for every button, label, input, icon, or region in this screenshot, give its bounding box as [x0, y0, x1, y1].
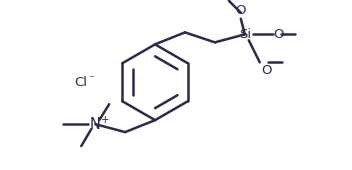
Text: +: + [101, 115, 110, 125]
Text: O: O [274, 28, 284, 41]
Text: Cl: Cl [74, 76, 87, 89]
Text: ⁻: ⁻ [88, 73, 94, 86]
Text: N: N [90, 117, 101, 132]
Text: O: O [261, 64, 271, 77]
Text: Si: Si [239, 28, 251, 41]
Text: O: O [235, 4, 246, 17]
